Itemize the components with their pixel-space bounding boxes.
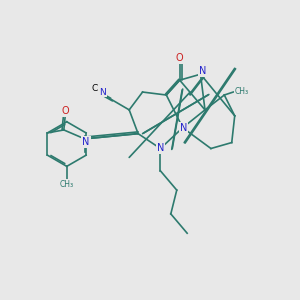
Text: N: N <box>199 66 206 76</box>
Text: CH₃: CH₃ <box>60 180 74 189</box>
Text: CH₃: CH₃ <box>235 87 249 96</box>
Text: O: O <box>61 106 69 116</box>
Text: N: N <box>82 137 90 147</box>
Text: C: C <box>91 84 98 93</box>
Text: N: N <box>99 88 106 97</box>
Text: O: O <box>176 53 184 63</box>
Text: N: N <box>157 143 164 153</box>
Text: N: N <box>180 123 187 133</box>
